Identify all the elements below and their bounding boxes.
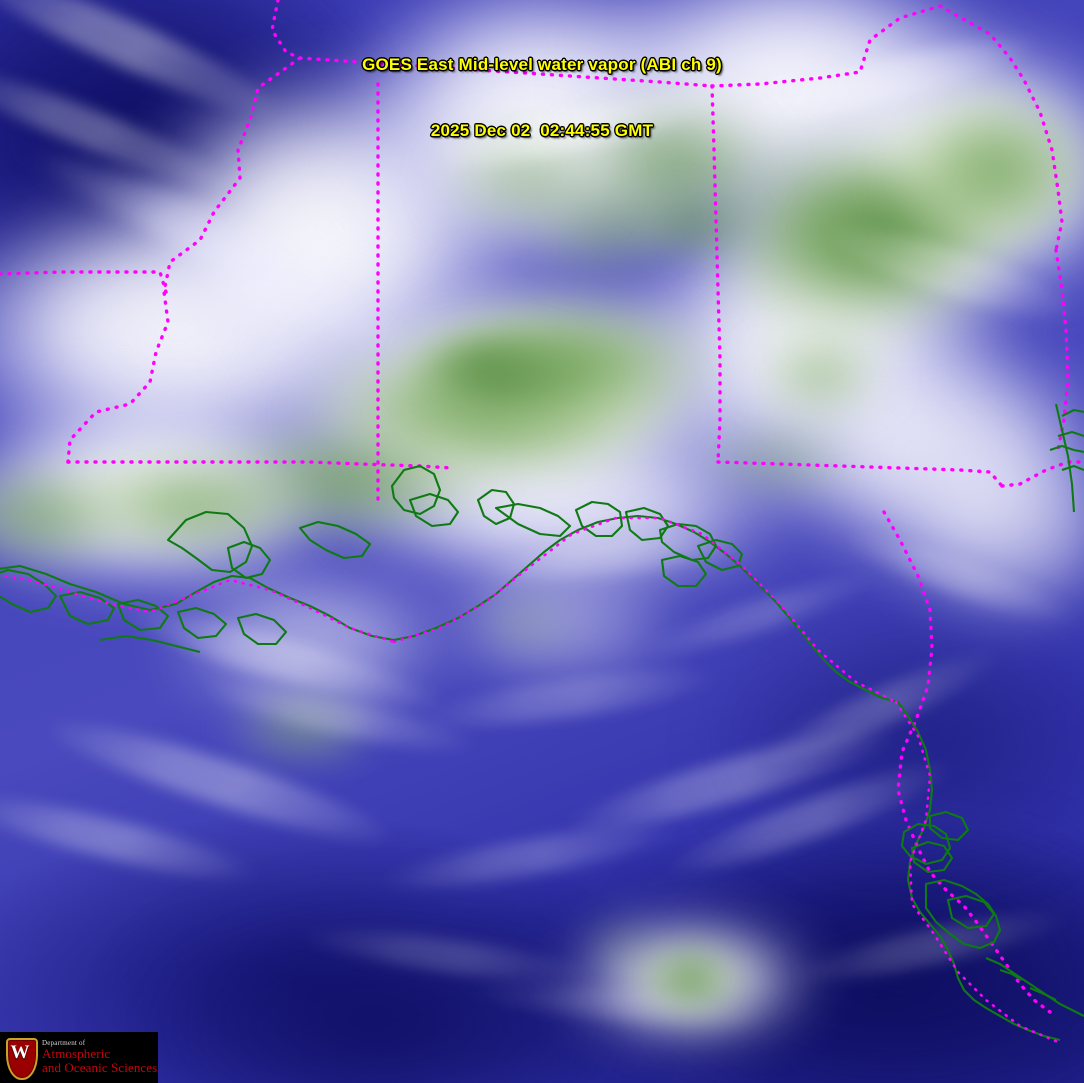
coastlines	[0, 403, 1084, 1042]
colorbar-panel: 180200220240260280300320	[0, 1010, 1084, 1083]
logo-name-line-2: and Oceanic Sciences	[42, 1060, 158, 1076]
state-borders	[0, 0, 1084, 1014]
crest-letter: W	[10, 1041, 30, 1063]
uw-crest-icon: W	[4, 1036, 38, 1080]
logo-text: Department of Atmospheric and Oceanic Sc…	[42, 1038, 158, 1076]
logo-dept-prefix: Department of	[42, 1038, 86, 1047]
coastal-county-borders	[0, 516, 1060, 1044]
logo-name-line-1: Atmospheric	[42, 1046, 111, 1062]
uw-aos-logo: W Department of Atmospheric and Oceanic …	[0, 1032, 158, 1083]
